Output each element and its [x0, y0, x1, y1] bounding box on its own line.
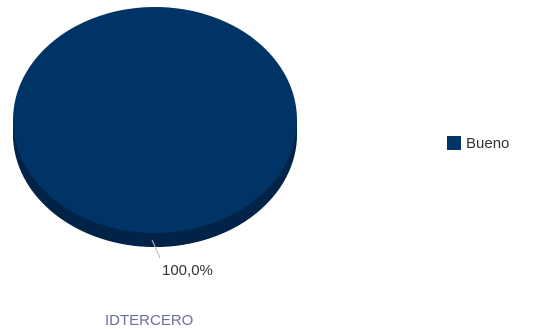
legend-swatch-bueno[interactable] [447, 136, 461, 150]
legend-label-bueno[interactable]: Bueno [466, 135, 509, 152]
pie-slice-bueno[interactable] [13, 7, 297, 233]
category-axis-title: IDTERCERO [105, 312, 193, 329]
data-label-leader-line [151, 239, 161, 259]
legend: Bueno [447, 135, 509, 152]
data-label-bueno: 100,0% [162, 262, 213, 279]
